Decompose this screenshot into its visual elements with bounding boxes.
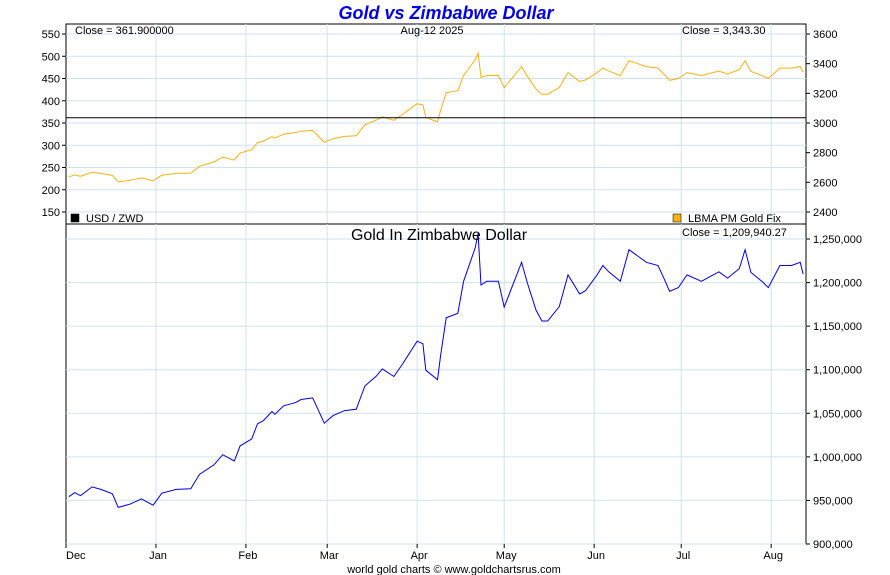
top-left-tick-label: 500 xyxy=(42,51,60,63)
bottom-right-tick-label: 1,000,000 xyxy=(813,452,862,464)
bottom-right-tick-label: 1,200,000 xyxy=(813,278,862,290)
bottom-right-tick-label: 1,150,000 xyxy=(813,321,862,333)
top-left-tick-label: 350 xyxy=(42,118,60,130)
x-tick-label: Mar xyxy=(320,550,339,562)
top-left-tick-label: 450 xyxy=(42,74,60,86)
top-date-label: Aug-12 2025 xyxy=(401,25,464,37)
top-close-left: Close = 361.900000 xyxy=(75,25,174,37)
top-left-tick-label: 150 xyxy=(42,207,60,219)
top-left-tick-label: 200 xyxy=(42,185,60,197)
x-tick-label: Jul xyxy=(676,550,690,562)
top-right-tick-label: 2800 xyxy=(813,148,837,160)
top-right-tick-label: 3200 xyxy=(813,88,837,100)
bottom-panel-frame xyxy=(65,223,807,545)
legend-usd-zwd-label: USD / ZWD xyxy=(86,213,143,225)
bottom-title: Gold In Zimbabwe Dollar xyxy=(351,227,528,244)
x-tick-label: Aug xyxy=(763,550,783,562)
x-tick-label: Feb xyxy=(238,550,257,562)
bottom-panel: Gold In Zimbabwe Dollar Close = 1,209,94… xyxy=(65,223,862,562)
top-left-tick-label: 550 xyxy=(42,29,60,41)
bottom-right-tick-label: 1,250,000 xyxy=(813,234,862,246)
top-right-tick-label: 3600 xyxy=(813,29,837,41)
top-left-tick-label: 400 xyxy=(42,96,60,108)
top-close-right: Close = 3,343.30 xyxy=(682,25,765,37)
top-panel: Close = 361.900000 Aug-12 2025 Close = 3… xyxy=(42,23,837,225)
x-tick-label: May xyxy=(496,550,517,562)
legend-gold-fix-label: LBMA PM Gold Fix xyxy=(688,213,781,225)
bottom-close: Close = 1,209,940.27 xyxy=(682,227,787,239)
gold-zwd-line xyxy=(68,233,804,508)
x-tick-label: Apr xyxy=(411,550,428,562)
chart-title: Gold vs Zimbabwe Dollar xyxy=(338,3,554,23)
top-left-tick-label: 250 xyxy=(42,163,60,175)
gold-fix-line xyxy=(68,51,804,183)
top-panel-frame xyxy=(65,23,807,225)
x-tick-label: Dec xyxy=(66,550,86,562)
legend-gold-fix-swatch xyxy=(672,213,682,223)
bottom-right-tick-label: 1,050,000 xyxy=(813,408,862,420)
top-left-tick-label: 300 xyxy=(42,140,60,152)
x-tick-label: Jan xyxy=(149,550,167,562)
top-right-tick-label: 3400 xyxy=(813,59,837,71)
bottom-right-tick-label: 950,000 xyxy=(813,495,853,507)
x-tick-label: Jun xyxy=(587,550,605,562)
top-right-tick-label: 2400 xyxy=(813,207,837,219)
footer-credit: world gold charts © www.goldchartsrus.co… xyxy=(346,564,561,575)
legend-usd-zwd-swatch xyxy=(70,213,80,223)
bottom-right-tick-label: 1,100,000 xyxy=(813,365,862,377)
bottom-right-tick-label: 900,000 xyxy=(813,539,853,551)
top-right-tick-label: 2600 xyxy=(813,177,837,189)
top-right-tick-label: 3000 xyxy=(813,118,837,130)
